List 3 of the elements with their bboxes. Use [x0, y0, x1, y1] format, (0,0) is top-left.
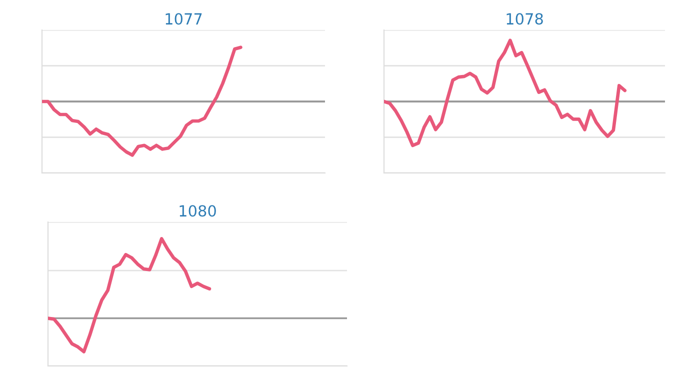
chart-title: 1078 [506, 13, 543, 25]
chart-title: 1080 [180, 205, 216, 217]
chart-title: 1077 [166, 13, 202, 25]
